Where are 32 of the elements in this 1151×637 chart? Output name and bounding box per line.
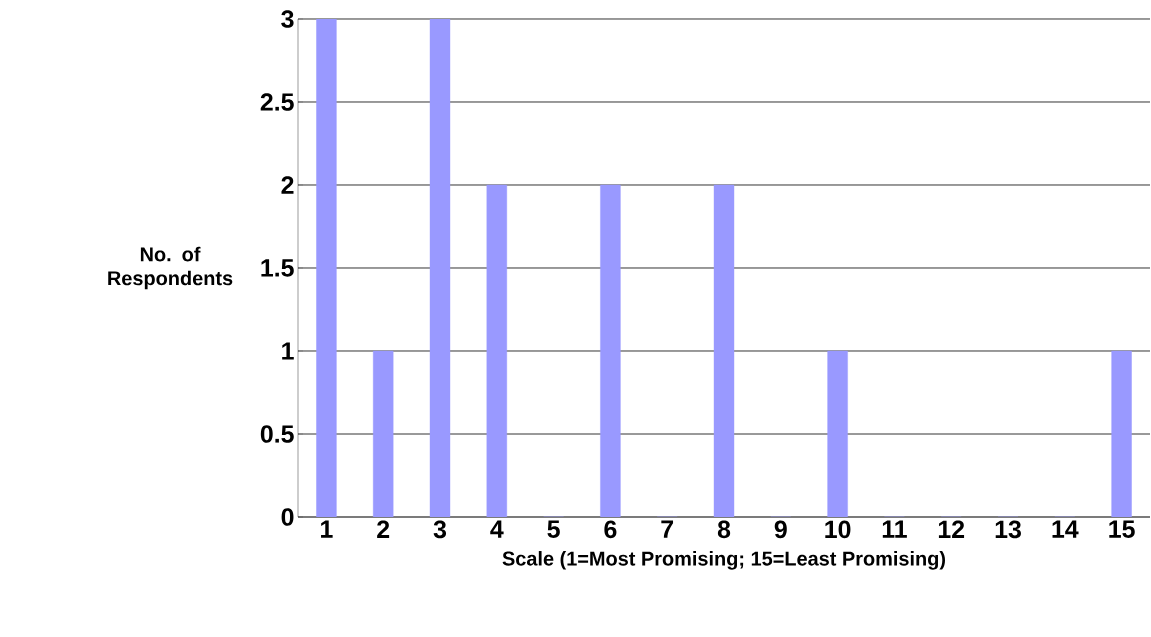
x-tick-label: 15 — [1109, 520, 1135, 538]
x-tick-label: 5 — [547, 520, 560, 538]
y-tick-label: 0 — [281, 508, 294, 526]
x-tick-label: 2 — [377, 520, 390, 538]
x-tick-label: 1 — [321, 520, 333, 538]
x-tick-label: 9 — [774, 520, 787, 539]
y-tick-label: 3 — [281, 10, 294, 28]
bar — [373, 350, 394, 517]
x-axis-title: Scale (1=Most Promising; 15=Least Promising) — [502, 551, 946, 570]
x-tick-label: 8 — [717, 520, 731, 539]
x-tick-label: 4 — [490, 520, 504, 538]
y-tick-label: 2 — [281, 176, 294, 194]
bar — [429, 19, 451, 517]
bar — [486, 184, 507, 517]
y-tick-label: 0.5 — [260, 425, 294, 443]
x-tick-label: 3 — [433, 520, 447, 539]
y-axis-title: No. of Respondents — [108, 246, 233, 290]
x-tick-label: 14 — [1052, 520, 1079, 538]
bar — [713, 184, 735, 517]
bar — [316, 19, 337, 517]
y-tick-label: 1 — [282, 342, 294, 360]
x-tick-label: 7 — [661, 520, 674, 538]
x-tick-label: 10 — [825, 520, 851, 539]
x-tick-label: 11 — [882, 520, 907, 538]
x-tick-label: 13 — [995, 520, 1021, 539]
x-tick-label: 12 — [938, 520, 965, 538]
bar — [1111, 350, 1132, 517]
y-tick-label: 2.5 — [260, 93, 294, 111]
bar — [827, 350, 848, 517]
bar — [600, 184, 621, 517]
y-tick-label: 1.5 — [261, 259, 294, 277]
x-tick-label: 6 — [604, 520, 617, 539]
